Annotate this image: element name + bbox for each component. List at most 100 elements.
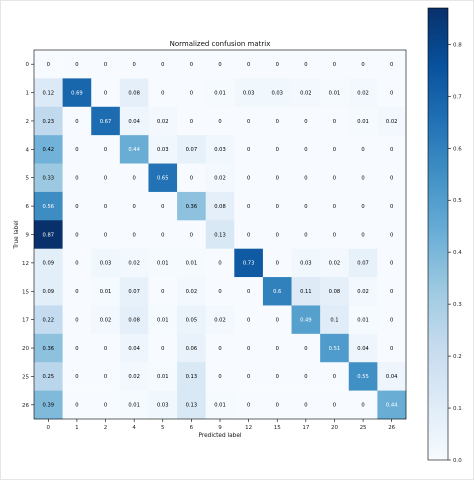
heatmap-cell [34, 277, 63, 306]
heatmap-cell [377, 248, 407, 278]
heatmap-cell [234, 163, 264, 193]
x-tick-label: 26 [388, 425, 395, 431]
cell-value-label: 0.49 [300, 317, 312, 323]
heatmap-cell [377, 333, 407, 363]
heatmap-cell [291, 277, 321, 306]
heatmap-cell [34, 78, 63, 108]
heatmap-cell [377, 277, 407, 306]
cell-value-label: 0 [104, 204, 107, 210]
x-tick-label: 12 [245, 425, 252, 431]
cell-value-label: 0.01 [186, 261, 198, 267]
cell-value-label: 0 [276, 403, 279, 409]
cell-value-label: 0 [132, 232, 135, 238]
cell-value-label: 0.03 [271, 90, 283, 96]
y-tick-label: 17 [22, 318, 29, 324]
heatmap-cell [91, 106, 121, 136]
heatmap-cell [177, 106, 206, 136]
cell-value-label: 0 [161, 289, 164, 295]
heatmap-cell [177, 390, 206, 420]
cell-value-label: 0 [132, 204, 135, 210]
cell-value-label: 0.01 [357, 317, 369, 323]
y-tick-label: 2 [26, 119, 30, 125]
heatmap-cell [262, 305, 292, 335]
heatmap-cell [177, 305, 206, 335]
heatmap-cell [291, 191, 321, 221]
cell-value-label: 0 [218, 289, 221, 295]
heatmap-cell [34, 191, 63, 221]
heatmap-cell [62, 78, 92, 108]
cell-value-label: 0 [390, 204, 393, 210]
heatmap-cell [291, 362, 321, 391]
cell-value-label: 0 [247, 62, 250, 68]
cell-value-label: 0.13 [186, 403, 198, 409]
heatmap-cell [148, 191, 178, 221]
cell-value-label: 0 [218, 346, 221, 352]
heatmap-cell [62, 50, 92, 79]
cell-value-label: 0 [361, 403, 364, 409]
heatmap-cell [177, 277, 206, 306]
heatmap-cell [119, 305, 149, 335]
heatmap-cell [234, 277, 264, 306]
heatmap-cell [291, 220, 321, 249]
heatmap-cell [34, 333, 63, 363]
cell-value-label: 0 [304, 232, 307, 238]
heatmap-cell [148, 135, 178, 164]
cell-value-label: 0.87 [43, 232, 55, 238]
cell-value-label: 0.01 [157, 317, 169, 323]
cell-value-label: 0 [75, 232, 78, 238]
heatmap-cell [91, 78, 121, 108]
heatmap-cell [205, 390, 235, 420]
y-axis-label: True label [14, 220, 20, 250]
cell-value-label: 0 [190, 119, 193, 125]
heatmap-cell [291, 305, 321, 335]
heatmap-cell [62, 248, 92, 278]
cell-value-label: 0.03 [243, 90, 255, 96]
cell-value-label: 0 [361, 232, 364, 238]
heatmap-cell [148, 78, 178, 108]
cell-value-label: 0 [104, 90, 107, 96]
heatmap-cell [348, 135, 378, 164]
cell-value-label: 0.6 [273, 289, 281, 295]
heatmap-cell [262, 106, 292, 136]
heatmap-cell [234, 333, 264, 363]
heatmap-cell [377, 191, 407, 221]
colorbar-tick-label: 0.8 [453, 42, 462, 48]
heatmap-cell [234, 50, 264, 79]
heatmap-cell [205, 106, 235, 136]
cell-value-label: 0.23 [43, 119, 55, 125]
colorbar-tick-label: 0.2 [453, 354, 462, 360]
x-tick-label: 15 [274, 425, 281, 431]
heatmap-cell [177, 248, 206, 278]
cell-value-label: 0.07 [128, 289, 140, 295]
heatmap-cell [177, 135, 206, 164]
cell-value-label: 0.01 [128, 403, 140, 409]
heatmap-cell [91, 305, 121, 335]
heatmap-cell [148, 50, 178, 79]
cell-value-label: 0.39 [43, 403, 55, 409]
heatmap-cell [262, 50, 292, 79]
cell-value-label: 0 [247, 204, 250, 210]
x-axis-ticks: 0 1 2 4 5 6 9 12 15 17 20 25 26 [47, 419, 396, 431]
cell-value-label: 0 [104, 147, 107, 153]
heatmap-cell [119, 333, 149, 363]
heatmap-cell [205, 50, 235, 79]
cell-value-label: 0 [333, 374, 336, 380]
x-tick-label: 25 [360, 425, 367, 431]
heatmap-cell [348, 106, 378, 136]
x-tick-label: 20 [331, 425, 338, 431]
y-tick-label: 20 [22, 346, 29, 352]
cell-value-label: 0 [218, 119, 221, 125]
heatmap-cell [262, 390, 292, 420]
heatmap-cell [262, 191, 292, 221]
heatmap-cell [62, 305, 92, 335]
heatmap-cell [320, 163, 350, 193]
heatmap-cell [320, 191, 350, 221]
cell-value-label: 0 [247, 176, 250, 182]
heatmap-cell [62, 277, 92, 306]
cell-value-label: 0.01 [100, 289, 112, 295]
x-tick-label: 17 [302, 425, 309, 431]
colorbar-tick-label: 0.5 [453, 198, 462, 204]
cell-value-label: 0 [104, 403, 107, 409]
heatmap-cell [234, 78, 264, 108]
